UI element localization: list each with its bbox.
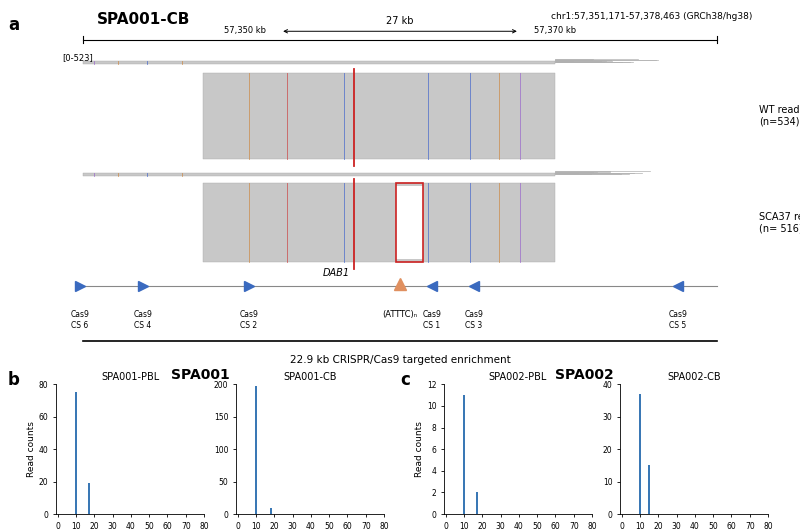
Title: SPA002-CB: SPA002-CB (667, 372, 721, 382)
Text: Cas9
CS 5: Cas9 CS 5 (669, 310, 687, 330)
Text: Cas9
CS 1: Cas9 CS 1 (422, 310, 441, 330)
Bar (639, 394, 641, 514)
Bar (83, 60, 555, 64)
Text: DAB1: DAB1 (323, 268, 350, 278)
Text: 22.9 kb CRISPR/Cas9 targeted enrichment: 22.9 kb CRISPR/Cas9 targeted enrichment (290, 355, 510, 365)
Text: 57,370 kb: 57,370 kb (534, 26, 576, 35)
Text: SCA37 reads
(n= 516): SCA37 reads (n= 516) (759, 211, 800, 233)
Bar (397, 183, 423, 262)
Text: SPA001: SPA001 (170, 368, 230, 382)
Text: Cas9
CS 4: Cas9 CS 4 (134, 310, 153, 330)
Text: 27 kb: 27 kb (386, 16, 414, 26)
Text: b: b (8, 371, 20, 389)
Text: 57,350 kb: 57,350 kb (224, 26, 266, 35)
Y-axis label: Read counts: Read counts (415, 421, 424, 477)
Bar (88, 483, 90, 514)
Text: a: a (8, 16, 19, 34)
Text: SPA002: SPA002 (554, 368, 614, 382)
Text: chr1:57,351,171-57,378,463 (GRCh38/hg38): chr1:57,351,171-57,378,463 (GRCh38/hg38) (550, 12, 752, 21)
Text: Cas9
CS 6: Cas9 CS 6 (70, 310, 89, 330)
Bar (397, 187, 423, 259)
Text: (ATTTC)ₙ: (ATTTC)ₙ (382, 310, 418, 319)
Text: SPA001-CB: SPA001-CB (98, 12, 190, 28)
Bar (649, 465, 650, 514)
Text: [0-523]: [0-523] (62, 54, 93, 62)
Bar (83, 173, 555, 176)
Bar (476, 492, 478, 514)
Title: SPA001-PBL: SPA001-PBL (101, 372, 159, 382)
Text: WT reads
(n=534): WT reads (n=534) (759, 105, 800, 127)
Bar (203, 73, 555, 159)
Y-axis label: Read counts: Read counts (27, 421, 36, 477)
Title: SPA002-PBL: SPA002-PBL (489, 372, 547, 382)
Bar (270, 508, 271, 514)
Title: SPA001-CB: SPA001-CB (283, 372, 337, 382)
Bar (75, 392, 77, 514)
Bar (255, 386, 257, 514)
Bar (203, 183, 555, 262)
Bar (463, 395, 465, 514)
Text: c: c (400, 371, 410, 389)
Text: Cas9
CS 3: Cas9 CS 3 (465, 310, 483, 330)
Text: Cas9
CS 2: Cas9 CS 2 (239, 310, 258, 330)
